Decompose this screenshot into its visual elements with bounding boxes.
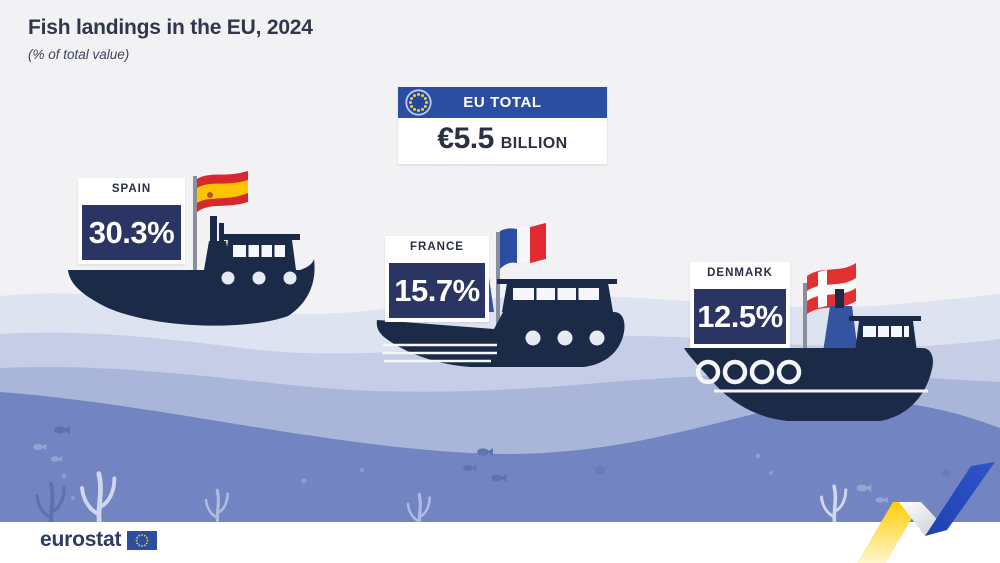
eurostat-logo: eurostat <box>40 528 158 552</box>
bubble <box>360 468 364 472</box>
eu-total-label: EU TOTAL <box>463 94 542 111</box>
bubble <box>71 496 75 500</box>
country-card-spain: SPAIN 30.3% <box>78 178 185 264</box>
porthole <box>525 330 541 346</box>
bubble <box>301 478 307 484</box>
life-ring-icon <box>722 359 748 385</box>
country-card-france: FRANCE 15.7% <box>385 236 489 322</box>
spain-flag-icon <box>197 171 248 212</box>
brand-zigzag-icon <box>857 462 995 563</box>
spain-cabin <box>220 234 300 270</box>
life-ring-icon <box>695 359 721 385</box>
bubble <box>769 471 773 475</box>
country-value: 12.5% <box>694 289 786 344</box>
bubble <box>61 473 67 479</box>
country-card-denmark: DENMARK 12.5% <box>690 262 790 348</box>
spain-mast <box>193 176 197 274</box>
spain-boat <box>68 171 315 326</box>
country-name: FRANCE <box>410 241 464 253</box>
denmark-cabin <box>849 316 921 352</box>
eu-flag-icon <box>127 530 158 550</box>
eu-total-value-box: €5.5 BILLION <box>398 118 607 164</box>
eu-total-value: €5.5 <box>437 122 494 155</box>
denmark-mast <box>803 283 807 353</box>
life-ring-icon <box>749 359 775 385</box>
page-title: Fish landings in the EU, 2024 <box>28 16 313 39</box>
eurostat-wordmark: eurostat <box>40 528 122 551</box>
eu-total-header: EU TOTAL <box>398 87 607 118</box>
eu-total-badge: EU TOTAL €5.5 BILLION <box>398 87 607 164</box>
porthole <box>283 271 297 285</box>
porthole <box>252 271 266 285</box>
spain-stack-2 <box>219 223 224 243</box>
bubble <box>942 469 950 477</box>
spain-funnel <box>204 241 231 270</box>
underwater-decorations <box>33 425 950 532</box>
denmark-stack <box>835 289 844 308</box>
eu-flag-icon <box>405 89 432 116</box>
bubble <box>595 465 605 475</box>
denmark-hull <box>684 348 933 421</box>
france-boat <box>376 223 625 367</box>
life-ring-icon <box>776 359 802 385</box>
france-flag-icon <box>500 223 546 269</box>
porthole <box>589 330 605 346</box>
porthole <box>557 330 573 346</box>
spain-hull <box>68 259 315 326</box>
porthole <box>221 271 235 285</box>
country-value: 15.7% <box>389 263 485 318</box>
page-subtitle: (% of total value) <box>28 47 130 62</box>
france-cabin <box>497 279 617 312</box>
spain-stack <box>210 216 217 243</box>
eu-total-unit: BILLION <box>500 135 568 152</box>
denmark-boat <box>684 263 933 421</box>
country-name: SPAIN <box>111 183 152 195</box>
bubble <box>755 453 761 459</box>
footer-band <box>0 522 1000 563</box>
country-value: 30.3% <box>82 205 181 260</box>
country-name: DENMARK <box>707 267 773 279</box>
